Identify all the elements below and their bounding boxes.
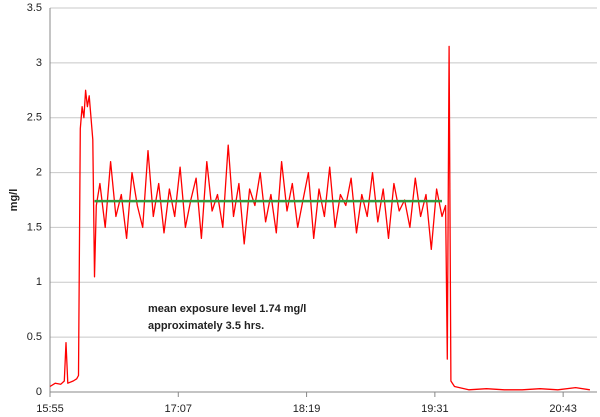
y-tick-label: 3 <box>36 57 42 69</box>
y-tick-label: 3.5 <box>27 2 42 14</box>
x-tick-label: 19:31 <box>421 403 449 415</box>
y-tick-label: 1.5 <box>27 221 42 233</box>
x-tick-label: 20:43 <box>549 403 577 415</box>
y-tick-label: 0 <box>36 386 42 398</box>
annotation: approximately 3.5 hrs. <box>148 320 264 332</box>
data-line <box>49 45 590 391</box>
y-tick-label: 2 <box>36 166 42 178</box>
y-tick-label: 2.5 <box>27 112 42 124</box>
x-tick-label: 17:07 <box>165 403 193 415</box>
x-tick-label: 15:55 <box>36 403 64 415</box>
y-tick-label: 1 <box>36 276 42 288</box>
annotation: mean exposure level 1.74 mg/l <box>148 303 306 315</box>
y-axis-label: mg/l <box>8 189 20 212</box>
x-tick-label: 18:19 <box>293 403 321 415</box>
y-tick-label: 0.5 <box>27 331 42 343</box>
